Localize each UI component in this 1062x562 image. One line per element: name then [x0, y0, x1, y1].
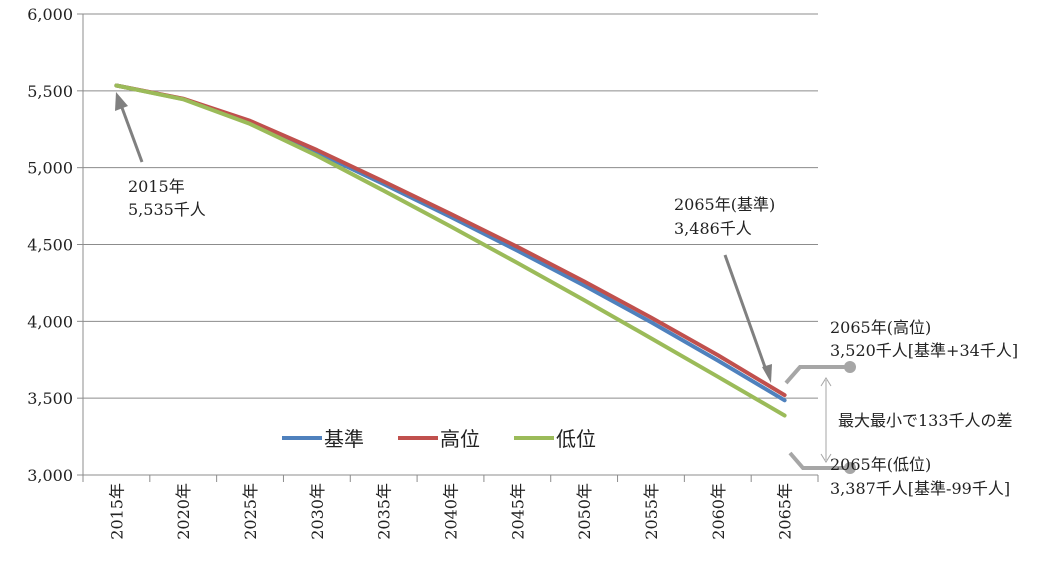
axes: 3,000 3,500 4,000 4,500 5,000 5,500 6,000 2015年…: [27, 5, 819, 540]
diff-arrowhead-bottom: [820, 453, 832, 463]
series-line-base: [114, 83, 787, 403]
y-tick-label: 3,500: [27, 389, 73, 408]
low-leader-dot: [844, 462, 856, 474]
series-lines: [114, 83, 787, 418]
base-label-year: 2065年(基準): [674, 195, 775, 214]
grid-lines: [83, 13, 818, 399]
low-leader-line: [788, 451, 850, 470]
x-tick-label: 2050年: [575, 483, 594, 540]
annotation-high-low: 2065年(高位) 3,520千人[基準+34千人] 最大最小で133千人の差 …: [784, 318, 1018, 498]
y-tick-label: 5,500: [27, 82, 73, 101]
legend-label-low: 低位: [556, 427, 596, 451]
x-tick-label: 2030年: [308, 483, 327, 540]
x-tick-label: 2020年: [174, 483, 193, 540]
base-arrowhead: [762, 364, 772, 383]
diff-arrowhead-top: [820, 377, 832, 387]
high-leader-dot: [844, 361, 856, 373]
y-tick-label: 4,500: [27, 236, 73, 255]
y-tick-label: 3,000: [27, 466, 73, 485]
high-label-value: 3,520千人[基準+34千人]: [830, 341, 1018, 360]
y-tick-label: 4,000: [27, 312, 73, 331]
x-tick-label: 2055年: [642, 483, 661, 540]
annotation-start: 2015年 5,535千人: [115, 92, 206, 219]
x-tick-label: 2025年: [241, 483, 260, 540]
x-tick-label: 2040年: [442, 483, 461, 540]
x-tick-label: 2015年: [107, 483, 126, 540]
high-leader-line: [784, 365, 850, 385]
base-arrow: [723, 254, 768, 371]
y-tick-label: 6,000: [27, 5, 73, 24]
series-line-high: [114, 83, 787, 398]
start-arrowhead: [115, 92, 128, 111]
series-line-low: [114, 83, 787, 418]
x-tick-label: 2035年: [375, 483, 394, 540]
start-arrow: [119, 104, 144, 163]
base-label-value: 3,486千人: [674, 219, 752, 238]
low-label-year: 2065年(低位): [830, 455, 931, 474]
start-label-year: 2015年: [128, 177, 185, 196]
x-tick-label: 2065年: [776, 483, 795, 540]
annotation-base-2065: 2065年(基準) 3,486千人: [674, 195, 775, 383]
high-label-year: 2065年(高位): [830, 318, 931, 337]
x-tick-label: 2060年: [709, 483, 728, 540]
legend-label-base: 基準: [324, 427, 364, 451]
diff-label: 最大最小で133千人の差: [838, 411, 1013, 430]
legend: 基準 高位 低位: [282, 427, 596, 451]
x-tick-label: 2045年: [508, 483, 527, 540]
low-label-value: 3,387千人[基準-99千人]: [830, 479, 1010, 498]
legend-label-high: 高位: [440, 427, 480, 451]
y-tick-label: 5,000: [27, 159, 73, 178]
start-label-value: 5,535千人: [128, 200, 206, 219]
